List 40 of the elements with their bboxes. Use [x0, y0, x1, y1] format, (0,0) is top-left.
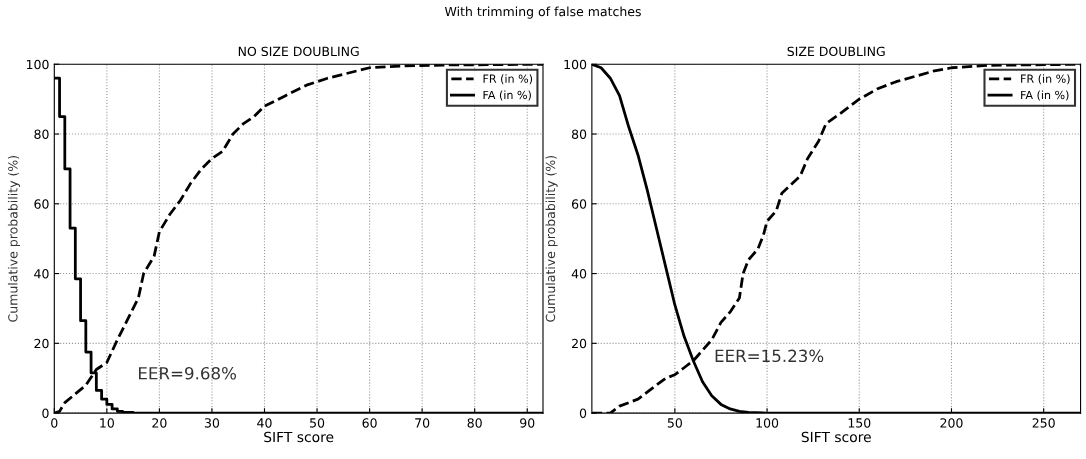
- y-axis-title: Cumulative probability (%): [7, 155, 21, 322]
- x-tick-label: 80: [467, 418, 482, 428]
- legend-label: FA (in %): [1021, 90, 1069, 101]
- y-tick-label: 20: [34, 338, 49, 349]
- x-axis-title: SIFT score: [264, 431, 334, 443]
- y-tick-label: 40: [571, 269, 587, 279]
- legend-label: FR (in %): [483, 74, 533, 85]
- x-tick-label: 60: [362, 418, 377, 428]
- x-axis-title: SIFT score: [801, 431, 871, 443]
- y-tick-label: 100: [564, 59, 587, 70]
- x-tick-label: 50: [310, 418, 325, 428]
- y-axis-title: Cumulative probability (%): [545, 155, 558, 322]
- x-tick-label: 250: [1032, 418, 1055, 428]
- x-tick-label: 40: [257, 418, 272, 428]
- x-tick-label: 200: [940, 418, 963, 428]
- x-tick-label: 90: [520, 418, 535, 428]
- chart-title: NO SIZE DOUBLING: [238, 46, 359, 57]
- y-tick-label: 0: [579, 408, 587, 419]
- x-tick-label: 100: [756, 418, 779, 428]
- y-tick-label: 20: [572, 338, 587, 349]
- chart-title: SIZE DOUBLING: [787, 46, 885, 57]
- legend-label: FR (in %): [1021, 74, 1070, 85]
- y-tick-label: 80: [571, 129, 587, 139]
- y-tick-label: 40: [34, 269, 49, 279]
- x-tick-label: 0: [51, 418, 58, 428]
- text: With trimming of false matches: [444, 6, 641, 19]
- y-tick-label: 0: [42, 408, 49, 419]
- x-tick-label: 30: [204, 418, 220, 428]
- y-tick-label: 80: [34, 129, 49, 139]
- x-tick-label: 70: [415, 418, 430, 428]
- x-tick-label: 10: [100, 418, 114, 428]
- y-tick-label: 60: [571, 199, 587, 209]
- x-tick-label: 20: [152, 418, 167, 428]
- legend-label: FA (in %): [483, 90, 531, 101]
- x-tick-label: 150: [848, 418, 871, 428]
- y-tick-label: 60: [34, 199, 49, 209]
- annotation: EER=9.68%: [139, 366, 237, 380]
- x-tick-label: 50: [667, 418, 682, 428]
- annotation: EER=15.23%: [715, 349, 824, 363]
- y-tick-label: 100: [26, 59, 49, 70]
